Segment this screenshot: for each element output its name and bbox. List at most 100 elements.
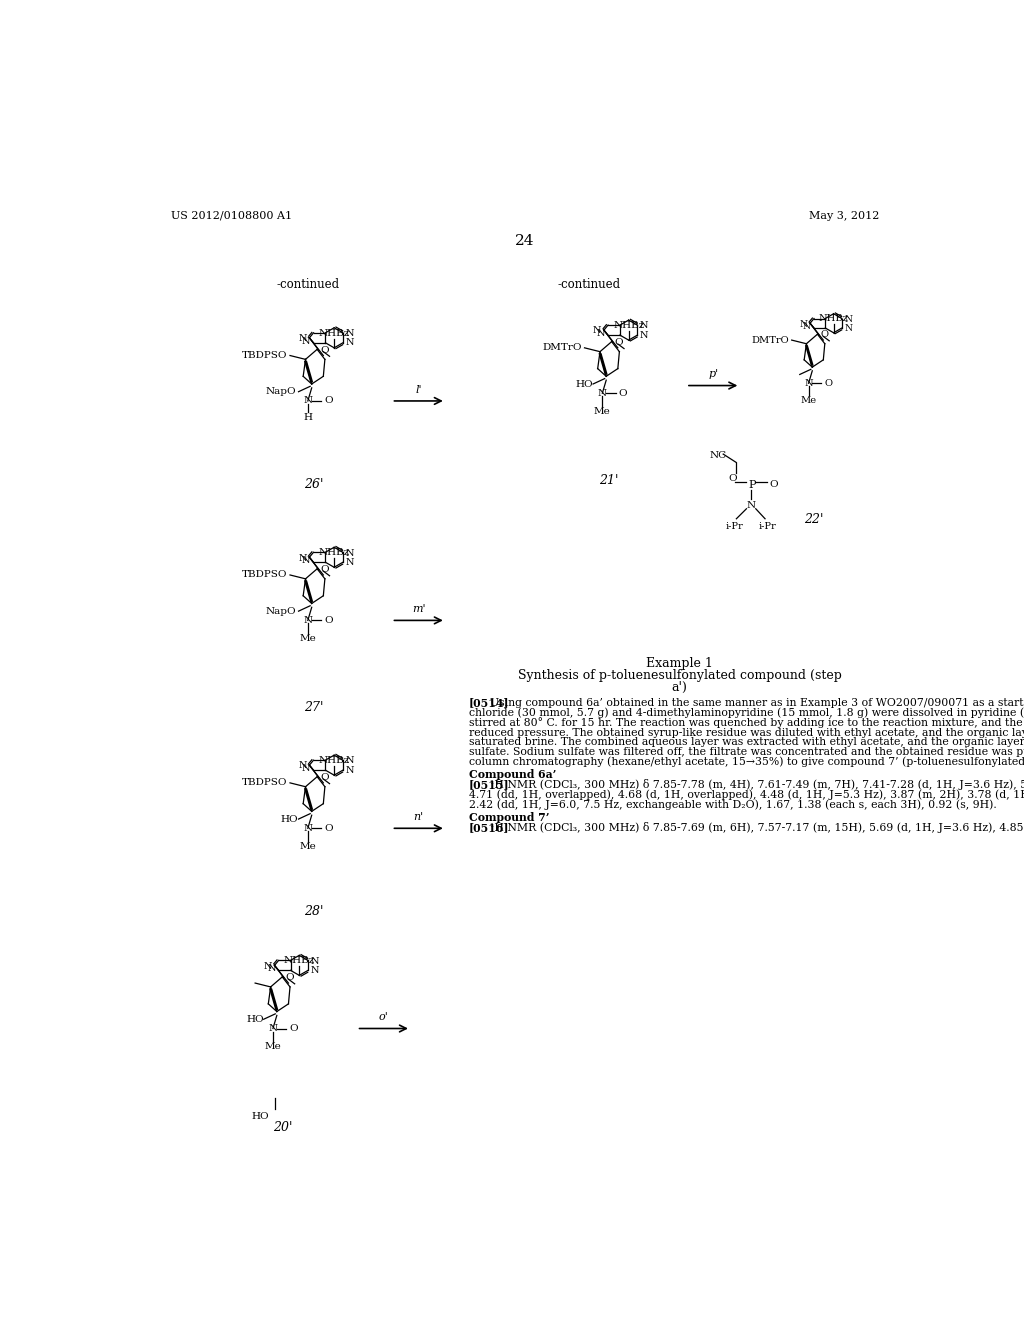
Polygon shape: [304, 581, 313, 602]
Text: N: N: [640, 321, 648, 330]
Text: O: O: [820, 330, 828, 339]
Text: 26': 26': [304, 478, 324, 491]
Text: N: N: [268, 1024, 278, 1034]
Text: o': o': [379, 1012, 389, 1022]
Text: TBDPSO: TBDPSO: [243, 570, 288, 579]
Text: 2.42 (dd, 1H, J=6.0, 7.5 Hz, exchangeable with D₂O), 1.67, 1.38 (each s, each 3H: 2.42 (dd, 1H, J=6.0, 7.5 Hz, exchangeabl…: [469, 799, 996, 809]
Text: N: N: [345, 766, 353, 775]
Text: NHBz: NHBz: [318, 548, 350, 557]
Text: N: N: [345, 558, 353, 566]
Text: N: N: [345, 549, 353, 557]
Text: O: O: [321, 565, 329, 574]
Text: TBDPSO: TBDPSO: [243, 351, 288, 360]
Text: N: N: [310, 966, 318, 975]
Text: NHBz: NHBz: [284, 957, 315, 965]
Text: P: P: [748, 480, 756, 490]
Text: 24: 24: [515, 234, 535, 248]
Text: N: N: [598, 389, 607, 397]
Text: HO: HO: [281, 814, 299, 824]
Text: Synthesis of p-toluenesulfonylated compound (step: Synthesis of p-toluenesulfonylated compo…: [518, 669, 842, 682]
Text: N: N: [299, 762, 307, 771]
Text: [0515]: [0515]: [469, 780, 510, 791]
Text: Me: Me: [264, 1043, 282, 1051]
Text: Compound 7’: Compound 7’: [469, 812, 550, 824]
Text: NHBz: NHBz: [318, 756, 350, 766]
Text: NHBz: NHBz: [613, 321, 644, 330]
Polygon shape: [304, 360, 313, 383]
Text: N: N: [345, 329, 353, 338]
Text: sulfate. Sodium sulfate was filtered off, the filtrate was concentrated and the : sulfate. Sodium sulfate was filtered off…: [469, 747, 1024, 756]
Text: H: H: [303, 413, 312, 422]
Text: DMTrO: DMTrO: [543, 343, 583, 352]
Text: stirred at 80° C. for 15 hr. The reaction was quenched by adding ice to the reac: stirred at 80° C. for 15 hr. The reactio…: [469, 717, 1024, 729]
Polygon shape: [598, 354, 608, 375]
Text: Using compound 6a’ obtained in the same manner as in Example 3 of WO2007/090071 : Using compound 6a’ obtained in the same …: [490, 697, 1024, 708]
Text: N: N: [844, 323, 852, 333]
Text: O: O: [325, 616, 333, 624]
Text: N: N: [303, 824, 312, 833]
Text: p': p': [708, 370, 718, 379]
Text: -continued: -continued: [276, 277, 339, 290]
Text: HO: HO: [575, 380, 593, 388]
Text: May 3, 2012: May 3, 2012: [809, 211, 880, 220]
Text: NapO: NapO: [265, 387, 296, 396]
Text: N: N: [746, 502, 756, 510]
Text: N: N: [303, 396, 312, 405]
Text: O: O: [728, 474, 737, 483]
Text: N: N: [302, 764, 310, 774]
Text: O: O: [770, 480, 778, 490]
Text: Me: Me: [299, 635, 316, 643]
Text: N: N: [267, 965, 275, 973]
Text: Example 1: Example 1: [646, 657, 714, 671]
Text: N: N: [800, 319, 808, 329]
Text: N: N: [804, 379, 813, 388]
Text: Me: Me: [299, 842, 316, 851]
Text: m': m': [412, 605, 425, 614]
Text: reduced pressure. The obtained syrup-like residue was diluted with ethyl acetate: reduced pressure. The obtained syrup-lik…: [469, 727, 1024, 738]
Text: saturated brine. The combined aqueous layer was extracted with ethyl acetate, an: saturated brine. The combined aqueous la…: [469, 737, 1024, 747]
Text: -continued: -continued: [557, 277, 621, 290]
Text: 20': 20': [273, 1121, 293, 1134]
Text: N: N: [302, 337, 310, 346]
Polygon shape: [805, 346, 814, 366]
Text: 27': 27': [304, 701, 324, 714]
Text: 21': 21': [599, 474, 618, 487]
Text: O: O: [824, 379, 833, 388]
Text: O: O: [286, 973, 294, 982]
Text: N: N: [345, 338, 353, 347]
Text: Me: Me: [801, 396, 817, 405]
Text: N: N: [310, 957, 318, 966]
Text: O: O: [614, 338, 624, 347]
Text: ¹H NMR (CDCl₃, 300 MHz) δ 7.85-7.78 (m, 4H), 7.61-7.49 (m, 7H), 7.41-7.28 (d, 1H: ¹H NMR (CDCl₃, 300 MHz) δ 7.85-7.78 (m, …: [490, 780, 1024, 791]
Text: HO: HO: [252, 1111, 269, 1121]
Text: N: N: [803, 322, 811, 331]
Polygon shape: [304, 788, 313, 810]
Text: N: N: [299, 334, 307, 343]
Text: [0516]: [0516]: [469, 822, 510, 833]
Text: TBDPSO: TBDPSO: [243, 779, 288, 787]
Text: Me: Me: [594, 407, 610, 416]
Text: O: O: [325, 824, 333, 833]
Text: US 2012/0108800 A1: US 2012/0108800 A1: [171, 211, 292, 220]
Text: N: N: [596, 329, 605, 338]
Polygon shape: [269, 989, 279, 1010]
Text: O: O: [289, 1024, 298, 1034]
Text: N: N: [640, 330, 648, 339]
Text: Compound 6a’: Compound 6a’: [469, 770, 556, 780]
Text: HO: HO: [246, 1015, 263, 1024]
Text: O: O: [321, 774, 329, 781]
Text: NC: NC: [710, 451, 726, 459]
Text: i-Pr: i-Pr: [759, 521, 776, 531]
Text: N: N: [264, 962, 272, 970]
Text: O: O: [618, 389, 628, 397]
Text: column chromatography (hexane/ethyl acetate, 15→35%) to give compound 7’ (p-tolu: column chromatography (hexane/ethyl acet…: [469, 756, 1024, 767]
Text: 4.71 (dd, 1H, overlapped), 4.68 (d, 1H, overlapped), 4.48 (d, 1H, J=5.3 Hz), 3.8: 4.71 (dd, 1H, overlapped), 4.68 (d, 1H, …: [469, 789, 1024, 800]
Text: NHBz: NHBz: [318, 329, 350, 338]
Text: DMTrO: DMTrO: [752, 335, 790, 345]
Text: 28': 28': [304, 906, 324, 919]
Text: N: N: [844, 314, 852, 323]
Text: N: N: [345, 756, 353, 766]
Text: N: N: [302, 556, 310, 565]
Text: a'): a'): [672, 681, 688, 693]
Text: N: N: [299, 553, 307, 562]
